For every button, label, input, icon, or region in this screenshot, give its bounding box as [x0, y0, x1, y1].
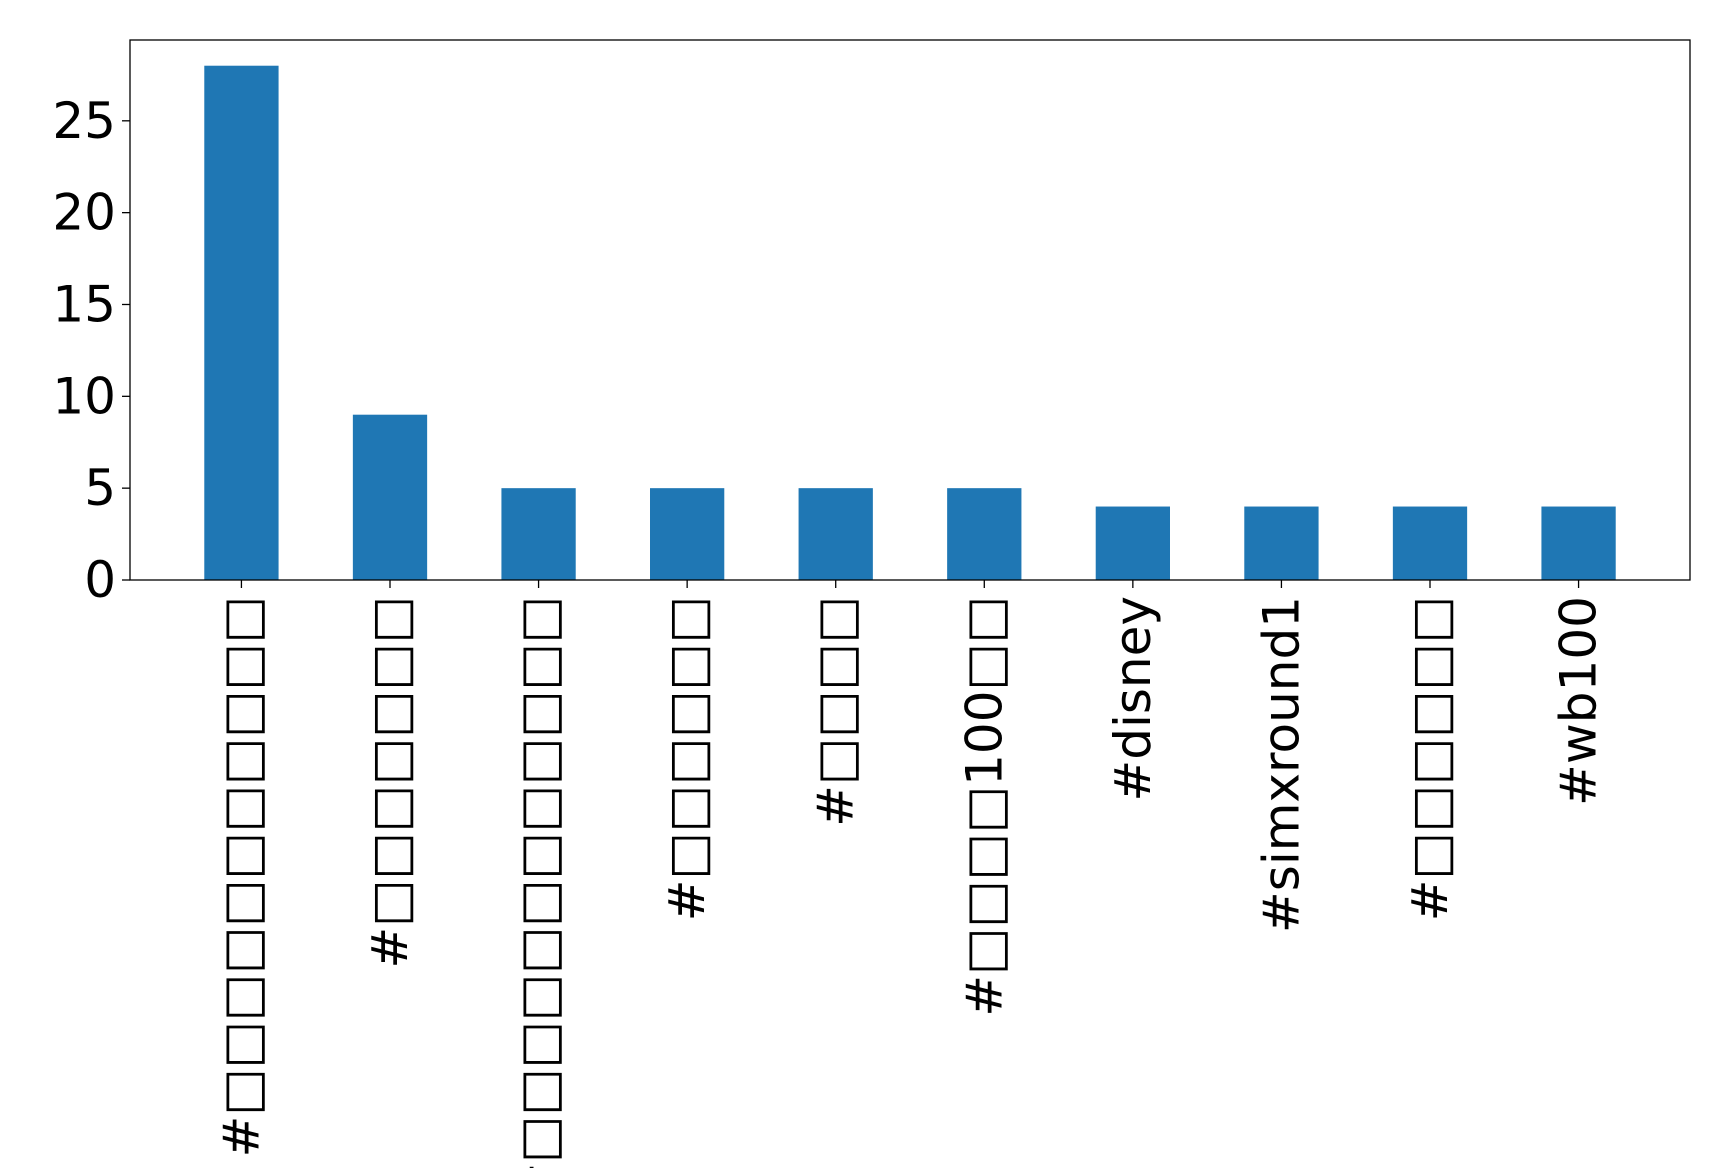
x-axis: #□□□□□□□□□□□ #□□□□□□□ #□□□□□□□□□□□□ #□□□□□□… — [212, 580, 1608, 1168]
bar-4 — [798, 488, 873, 580]
x-tick-label: #wb100 — [1550, 596, 1608, 806]
bar-8 — [1392, 506, 1468, 580]
x-tick-label: #□□□□□□ — [658, 596, 716, 921]
bar-5 — [947, 488, 1022, 580]
bar-3 — [650, 488, 725, 580]
bar-group — [204, 65, 1616, 580]
y-axis: 0 5 10 15 20 25 — [52, 92, 130, 609]
bar-1 — [352, 414, 428, 580]
x-tick-label: #□□□□□□□□□□□□ — [510, 596, 568, 1168]
x-tick-label: #disney — [1104, 596, 1162, 802]
plot-frame — [129, 39, 1691, 581]
bar-0 — [204, 65, 279, 580]
y-tick-label: 20 — [52, 184, 116, 242]
x-tick-label: #□□□□ — [807, 596, 865, 827]
bar-2 — [501, 488, 576, 580]
x-tick-label: #□□□□100□□ — [955, 596, 1013, 1017]
x-tick-label: #□□□□□□□ — [361, 596, 419, 969]
bar-6 — [1095, 506, 1170, 580]
bar-7 — [1244, 506, 1319, 580]
y-tick-label: 15 — [52, 275, 116, 333]
y-tick-label: 5 — [84, 459, 116, 517]
bar-9 — [1541, 506, 1616, 580]
x-tick-label: #simxround1 — [1252, 596, 1310, 933]
x-tick-label: #□□□□□□□□□□□ — [212, 596, 270, 1158]
x-tick-label: #□□□□□□ — [1401, 596, 1459, 921]
y-tick-label: 25 — [52, 92, 116, 150]
y-tick-label: 0 — [84, 551, 116, 609]
y-tick-label: 10 — [52, 367, 116, 425]
